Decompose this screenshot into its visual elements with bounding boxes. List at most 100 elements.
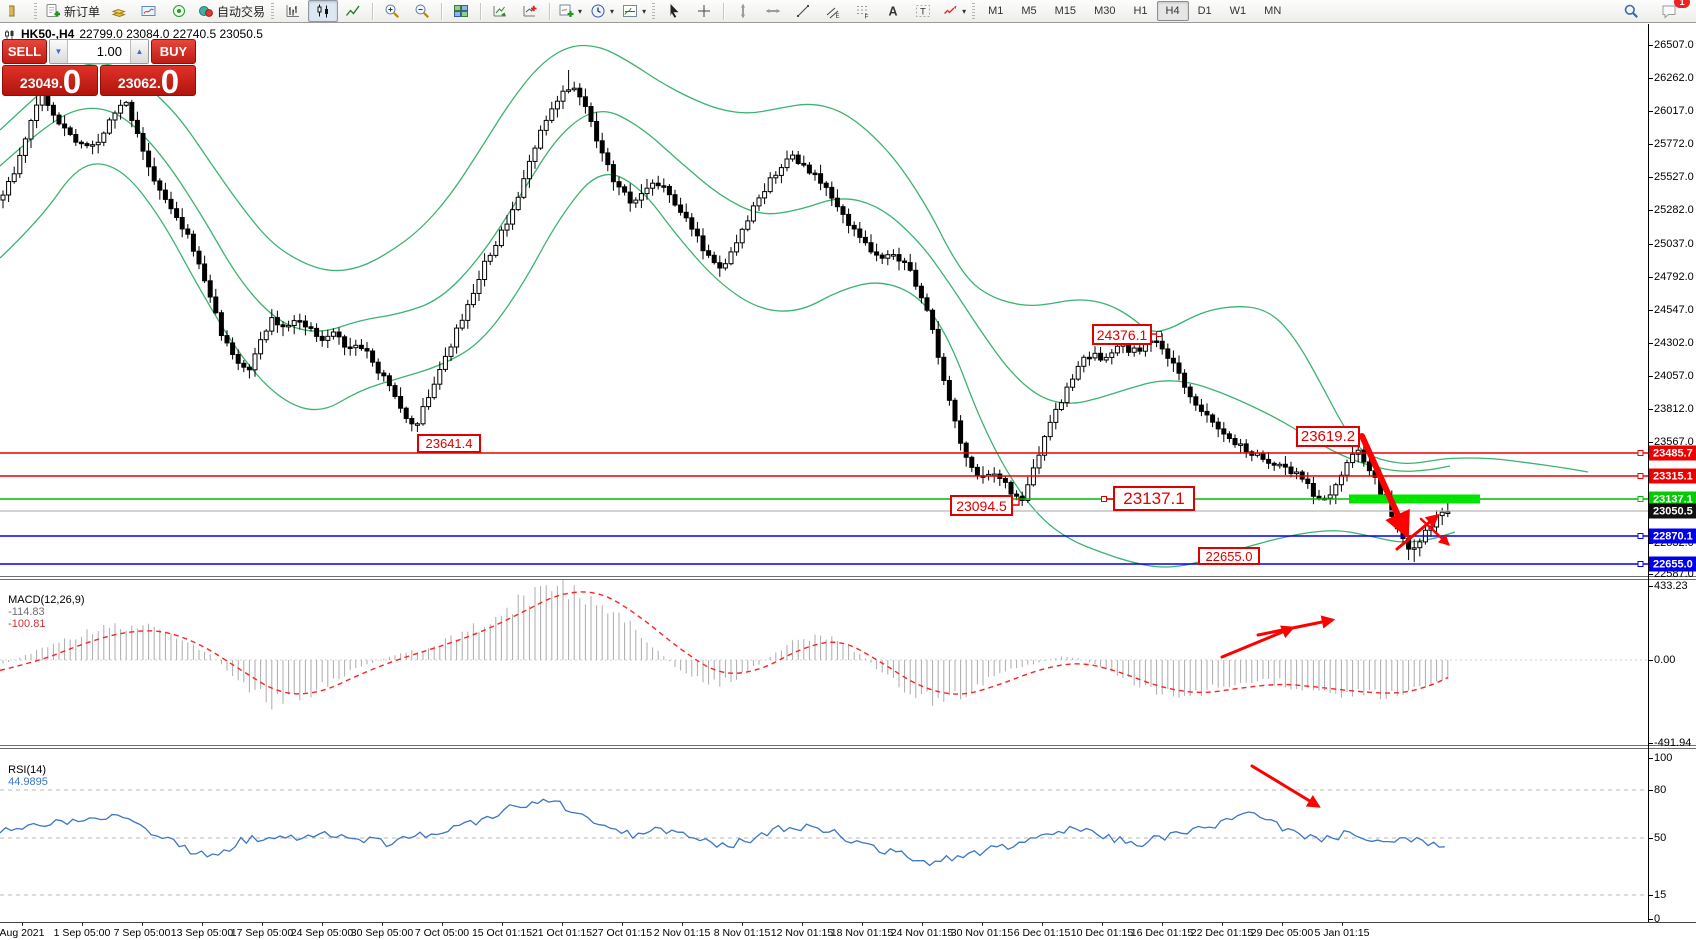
buy-price-dot: .	[156, 75, 161, 91]
price-annotation[interactable]: 23641.4	[417, 434, 481, 453]
text-button[interactable]: A	[878, 0, 908, 22]
toolbar: 新订单 自动交易 ▾ ▾ ▾ E F A T ▾ M1 M5 M15 M30 H1 H4 D1 W1 MN 1	[0, 0, 1696, 23]
chart-cloud-button[interactable]	[134, 0, 164, 22]
channel-button[interactable]: E	[818, 0, 848, 22]
time-tick-mark	[502, 922, 503, 926]
annotation-arrow[interactable]	[1256, 615, 1336, 637]
fibonacci-button[interactable]: F	[848, 0, 878, 22]
tf-w1-button[interactable]: W1	[1229, 5, 1247, 17]
annotation-handle[interactable]	[1156, 331, 1162, 337]
vertical-line-button[interactable]	[728, 0, 758, 22]
candles	[0, 70, 1451, 562]
toolbar-grip[interactable]	[652, 3, 656, 19]
bars-chart-icon	[285, 3, 301, 19]
signal-button[interactable]	[164, 0, 194, 22]
annotation-arrow[interactable]	[1220, 625, 1296, 659]
shapes-button[interactable]: ▾	[938, 0, 970, 22]
text-label-icon: T	[915, 3, 931, 19]
horizontal-line-objects[interactable]	[0, 450, 1648, 567]
clipped-button[interactable]	[2, 0, 32, 22]
toolbar-grip[interactable]	[972, 3, 976, 19]
gold-book-button[interactable]	[104, 0, 134, 22]
tf-mn-button[interactable]: MN	[1264, 5, 1282, 17]
text-label-button[interactable]: T	[908, 0, 938, 22]
pane-separator-macd[interactable]	[0, 576, 1696, 580]
sell-price-display[interactable]: 23049. 0	[2, 65, 98, 96]
time-tick-label: 30 Nov 01:15	[950, 927, 1014, 939]
notifications-button[interactable]: 1	[1654, 0, 1690, 22]
volume-up-button[interactable]: ▲	[130, 40, 148, 63]
annotation-arrow[interactable]	[1250, 764, 1321, 808]
toolbar-grip[interactable]	[34, 3, 37, 19]
price-annotation[interactable]: 24376.1	[1092, 324, 1152, 345]
template-dropdown-icon[interactable]: ▾	[642, 6, 647, 16]
tf-m1-button[interactable]: M1	[988, 5, 1004, 17]
tf-m15-button[interactable]: M15	[1054, 5, 1077, 17]
period-clock-dropdown-icon[interactable]: ▾	[610, 6, 615, 16]
candles-chart-button[interactable]	[308, 0, 339, 22]
trendline-button[interactable]	[788, 0, 818, 22]
price-tick-label: 24792.0	[1654, 271, 1694, 283]
new-object-icon	[558, 3, 574, 19]
new-object-dropdown-icon[interactable]: ▾	[578, 6, 583, 16]
price-tick-mark	[1648, 210, 1653, 211]
buy-button[interactable]: BUY	[151, 39, 196, 64]
pane-separator-rsi[interactable]	[0, 745, 1696, 749]
cursor-button[interactable]	[659, 0, 689, 22]
new-object-button[interactable]: ▾	[554, 0, 586, 22]
time-tick-mark	[1042, 922, 1043, 926]
time-tick-mark	[1282, 922, 1283, 926]
tf-m5-button[interactable]: M5	[1021, 5, 1037, 17]
new-order-button[interactable]: 新订单	[41, 0, 104, 22]
autotrade-button[interactable]: 自动交易	[194, 0, 269, 22]
sell-button[interactable]: SELL	[2, 39, 47, 64]
rsi-label: RSI(14) 44.9895	[2, 752, 48, 788]
new-order-icon	[45, 3, 61, 19]
price-annotation[interactable]: 23094.5	[950, 495, 1013, 516]
price-annotation[interactable]: 23619.2	[1296, 426, 1360, 447]
hline-handle[interactable]	[1637, 473, 1644, 479]
volume-down-button[interactable]: ▼	[50, 40, 68, 63]
annotation-arrow[interactable]	[1359, 433, 1410, 540]
price-annotation[interactable]: 22655.0	[1198, 547, 1260, 565]
annotation-arrow[interactable]	[1395, 513, 1440, 551]
crosshair-button[interactable]	[689, 0, 719, 22]
macd-pane[interactable]	[0, 580, 1696, 746]
zoom-out-button[interactable]	[407, 0, 437, 22]
tf-m30-button[interactable]: M30	[1094, 5, 1116, 17]
period-clock-button[interactable]: ▾	[586, 0, 618, 22]
horizontal-line-button[interactable]	[758, 0, 788, 22]
line-chart-button[interactable]	[338, 0, 368, 22]
tf-h1-button[interactable]: H1	[1133, 5, 1148, 17]
toolbar-separator	[723, 2, 725, 20]
indicator-list-button[interactable]	[485, 0, 515, 22]
hline-handle[interactable]	[1637, 450, 1644, 456]
bars-chart-button[interactable]	[278, 0, 308, 22]
annotation-arrow[interactable]	[1419, 517, 1451, 546]
indicator-add-button[interactable]	[515, 0, 545, 22]
hline-handle[interactable]	[1637, 561, 1644, 567]
hline-handle[interactable]	[1637, 496, 1644, 502]
tile-windows-button[interactable]	[446, 0, 476, 22]
svg-text:F: F	[865, 14, 869, 20]
search-button[interactable]	[1616, 0, 1646, 22]
tf-h4-button[interactable]: H4	[1156, 1, 1189, 21]
toolbar-grip[interactable]	[271, 3, 275, 19]
template-button[interactable]: ▾	[618, 0, 650, 22]
one-click-trading-panel: SELL ▼ 1.00 ▲ BUY 23049. 0 23062. 0	[2, 39, 196, 96]
main-chart[interactable]	[0, 24, 1696, 576]
rsi-tick-mark	[1648, 790, 1653, 791]
hline-handle[interactable]	[1637, 533, 1644, 539]
price-annotation[interactable]: 23137.1	[1113, 486, 1195, 511]
annotation-handle[interactable]	[1101, 496, 1107, 502]
time-tick-label: 24 Nov 01:15	[890, 927, 954, 939]
thick-green-level[interactable]	[1349, 494, 1480, 504]
rsi-pane[interactable]	[0, 749, 1696, 922]
macd-value-1: -114.83	[8, 606, 45, 618]
buy-price-display[interactable]: 23062. 0	[100, 65, 196, 96]
tf-d1-button[interactable]: D1	[1197, 5, 1212, 17]
shapes-dropdown-icon[interactable]: ▾	[962, 6, 967, 16]
price-tick-mark	[1648, 442, 1653, 443]
volume-input[interactable]: 1.00	[96, 44, 122, 59]
zoom-in-button[interactable]	[377, 0, 407, 22]
